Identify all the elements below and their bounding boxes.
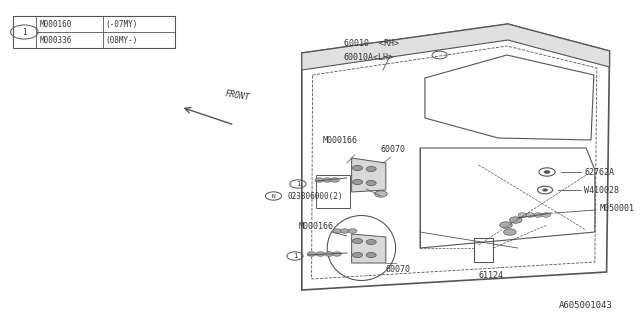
Circle shape — [316, 252, 324, 256]
Circle shape — [353, 238, 362, 244]
Bar — [13, 16, 175, 48]
Circle shape — [543, 189, 548, 191]
Circle shape — [366, 166, 376, 172]
Text: M000166: M000166 — [299, 221, 334, 230]
Circle shape — [534, 213, 543, 217]
Circle shape — [331, 178, 339, 182]
Circle shape — [353, 252, 362, 258]
Circle shape — [353, 180, 362, 185]
Polygon shape — [351, 234, 386, 263]
Circle shape — [366, 252, 376, 258]
Text: 60010A<LH>: 60010A<LH> — [344, 52, 394, 61]
Text: (-07MY): (-07MY) — [106, 20, 138, 28]
Circle shape — [366, 180, 376, 186]
Text: 60070: 60070 — [386, 266, 411, 275]
Circle shape — [323, 178, 332, 182]
Polygon shape — [302, 24, 609, 70]
Text: M000160: M000160 — [40, 20, 72, 28]
Text: FRONT: FRONT — [225, 89, 251, 102]
Text: 1: 1 — [293, 253, 297, 259]
Circle shape — [509, 217, 522, 223]
Circle shape — [340, 229, 349, 233]
Circle shape — [504, 229, 516, 235]
Circle shape — [518, 213, 527, 217]
Circle shape — [353, 165, 362, 171]
Text: 62762A: 62762A — [584, 167, 614, 177]
Circle shape — [333, 252, 341, 256]
Circle shape — [333, 229, 341, 233]
Circle shape — [544, 171, 550, 173]
Polygon shape — [351, 158, 386, 192]
Text: M000166: M000166 — [323, 135, 357, 145]
Text: N: N — [271, 194, 275, 198]
Text: 60010  <RH>: 60010 <RH> — [344, 38, 399, 47]
Circle shape — [366, 239, 376, 244]
Circle shape — [307, 252, 316, 256]
Text: A605001043: A605001043 — [559, 301, 612, 310]
Text: 023806000(2): 023806000(2) — [287, 191, 342, 201]
Circle shape — [374, 191, 387, 197]
Circle shape — [315, 178, 324, 182]
Circle shape — [526, 213, 535, 217]
Text: M000336: M000336 — [40, 36, 72, 44]
Text: W410028: W410028 — [584, 186, 619, 195]
Circle shape — [541, 213, 550, 217]
Text: 61124: 61124 — [479, 270, 504, 279]
Text: (08MY-): (08MY-) — [106, 36, 138, 44]
Circle shape — [348, 229, 357, 233]
Text: 1: 1 — [22, 28, 27, 36]
Text: M050001: M050001 — [600, 204, 635, 212]
Circle shape — [500, 222, 512, 228]
Text: 60070: 60070 — [381, 145, 406, 154]
Text: 1: 1 — [296, 181, 300, 187]
Circle shape — [325, 252, 333, 256]
